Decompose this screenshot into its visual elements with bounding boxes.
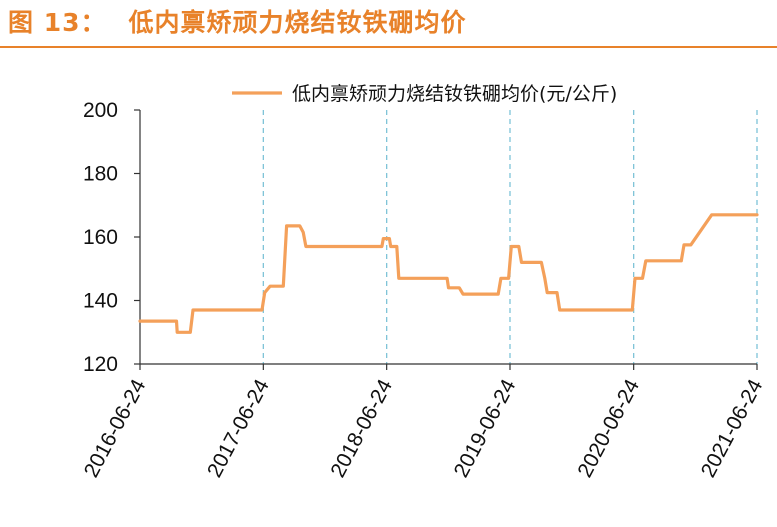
series-line	[138, 213, 759, 334]
y-tick-label: 160	[83, 226, 118, 249]
x-tick-label: 2020-06-24	[573, 375, 644, 481]
x-axis-ticks: 2016-06-24 2017-06-24 2018-06-24 2019-06-24…	[80, 364, 768, 481]
x-tick-label: 2018-06-24	[326, 375, 397, 481]
figure-title: 图 13： 低内禀矫顽力烧结钕铁硼均价	[8, 4, 467, 42]
figure-title-text: 低内禀矫顽力烧结钕铁硼均价	[128, 8, 467, 37]
x-tick-label: 2016-06-24	[80, 375, 151, 481]
title-rule	[0, 46, 777, 48]
y-tick-label: 180	[83, 163, 118, 186]
y-tick-label: 200	[83, 99, 118, 122]
axes	[139, 110, 757, 365]
x-tick-label: 2021-06-24	[697, 375, 768, 481]
legend: 低内禀矫顽力烧结钕铁硼均价(元/公斤)	[232, 83, 617, 105]
legend-label: 低内禀矫顽力烧结钕铁硼均价(元/公斤)	[292, 83, 617, 105]
series-layer	[138, 213, 759, 334]
y-tick-label: 120	[83, 353, 118, 376]
vertical-gridlines	[262, 110, 758, 364]
figure-number: 图 13：	[8, 8, 107, 37]
x-tick-label: 2019-06-24	[450, 375, 521, 481]
x-tick-label: 2017-06-24	[203, 375, 274, 481]
y-tick-label: 140	[83, 290, 118, 313]
y-axis-ticks: 120 140 160 180 200	[83, 99, 140, 376]
